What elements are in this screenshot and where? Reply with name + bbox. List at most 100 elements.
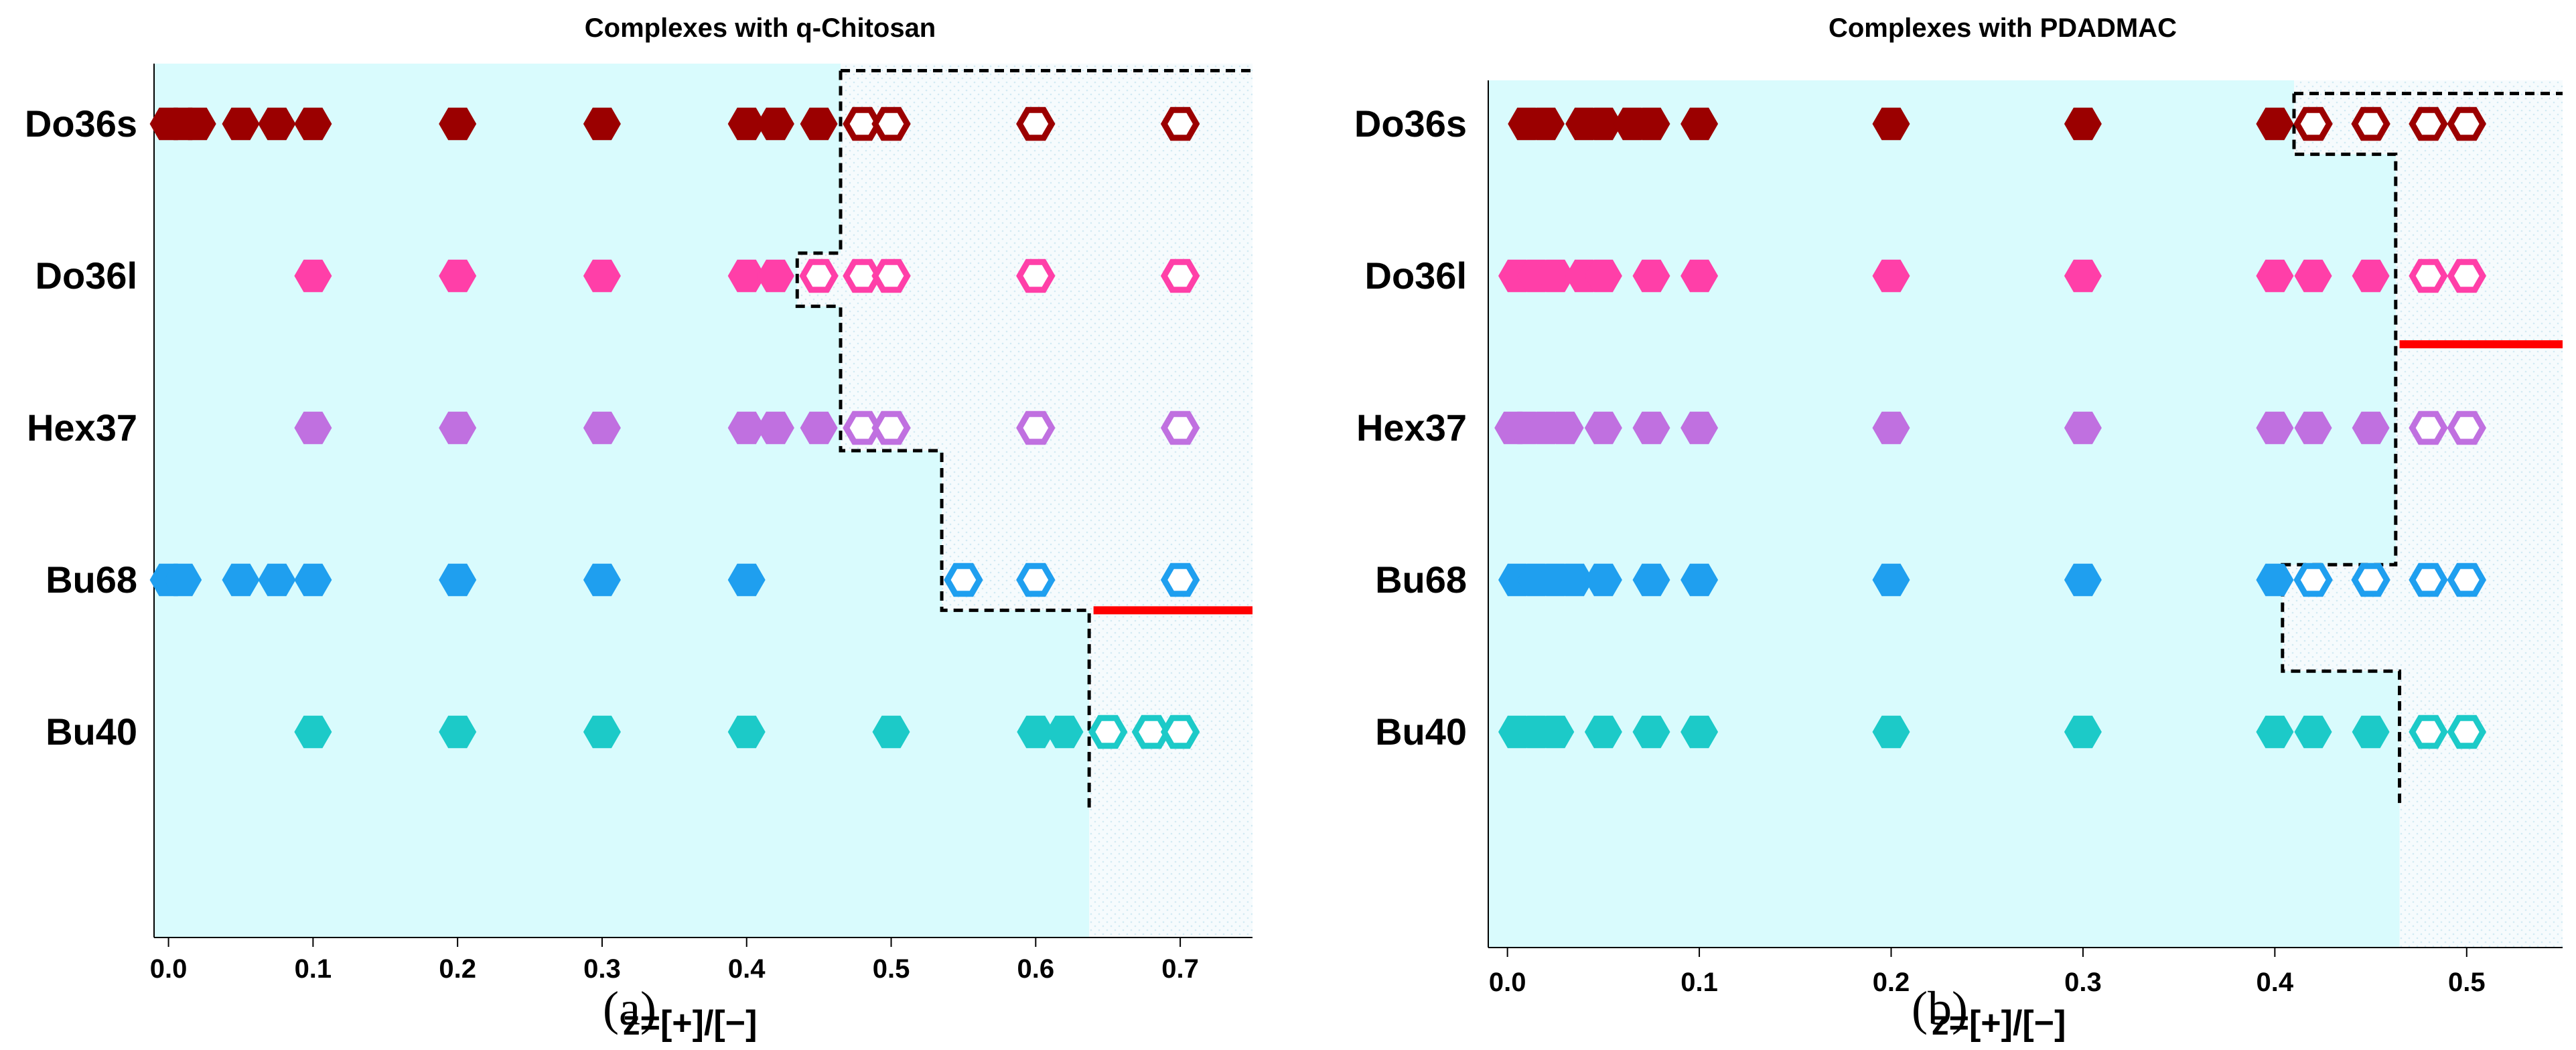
boundary-dashed-line (2281, 93, 2402, 808)
x-tick-label: 0.4 (728, 954, 766, 984)
panel-b-chart: 0.0 0.1 0.2 0.3 0.4 0.5 Do36s Do36l Hex37 Bu68 Bu4… (1354, 13, 2563, 1043)
filled-hexagon-point (439, 259, 477, 293)
open-hexagon-point (871, 258, 911, 293)
filled-hexagon-point (2064, 715, 2102, 749)
panel-a-chart: 0.0 0.1 0.2 0.3 0.4 0.5 0.6 0.7 Do36s Do36l Hex37 B… (25, 13, 1253, 1043)
filled-hexagon-point (583, 411, 621, 445)
filled-hexagon-point (1584, 411, 1622, 445)
x-tick-label: 0.2 (439, 954, 476, 984)
filled-hexagon-point (756, 107, 794, 141)
x-tick-label: 0.1 (295, 954, 332, 984)
open-hexagon-point (2447, 258, 2486, 293)
open-hexagon-point (2447, 106, 2486, 141)
filled-hexagon-point (2294, 259, 2332, 293)
x-tick-label: 0.4 (2257, 968, 2294, 997)
open-hexagon-point (1160, 106, 1200, 141)
filled-hexagon-point (439, 715, 477, 749)
panel-label: (b) (1912, 982, 1968, 1035)
filled-hexagon-point (2064, 411, 2102, 445)
x-tick-label: 0.1 (1680, 968, 1718, 997)
category-label: Do36s (25, 102, 137, 145)
open-hexagon-point (871, 410, 911, 445)
panel-label: (a) (603, 982, 656, 1035)
open-hexagon-point (1131, 715, 1171, 749)
chart-title: Complexes with q-Chitosan (585, 13, 936, 43)
filled-hexagon-point (756, 411, 794, 445)
open-hexagon-point (1016, 106, 1056, 141)
open-hexagon-point (2409, 106, 2448, 141)
filled-hexagon-point (2256, 107, 2294, 141)
open-hexagon-point (944, 562, 983, 597)
filled-hexagon-point (2294, 715, 2332, 749)
filled-hexagon-point (258, 563, 296, 597)
filled-hexagon-point (164, 563, 202, 597)
filled-hexagon-point (583, 259, 621, 293)
open-hexagon-point (1160, 258, 1200, 293)
filled-hexagon-point (2256, 259, 2294, 293)
category-label: Hex37 (1356, 406, 1467, 449)
filled-hexagon-point (1872, 563, 1910, 597)
open-hexagon-point (2351, 562, 2390, 597)
open-hexagon-point (2351, 106, 2390, 141)
complex-region-fill (1488, 80, 2400, 948)
filled-hexagon-point (2256, 411, 2294, 445)
filled-hexagon-point (1680, 107, 1719, 141)
filled-hexagon-point (222, 563, 260, 597)
filled-hexagon-point (1872, 259, 1910, 293)
x-tick-label: 0.7 (1161, 954, 1199, 984)
filled-hexagon-point (727, 259, 766, 293)
filled-hexagon-point (294, 715, 332, 749)
filled-hexagon-point (727, 715, 766, 749)
filled-hexagon-point (294, 411, 332, 445)
category-label: Bu68 (46, 558, 137, 601)
x-tick-label: 0.3 (2064, 968, 2102, 997)
filled-hexagon-point (2064, 107, 2102, 141)
open-hexagon-point (2409, 562, 2448, 597)
filled-hexagon-point (1546, 411, 1584, 445)
filled-hexagon-point (583, 715, 621, 749)
filled-hexagon-point (439, 107, 477, 141)
complex-region-fill (154, 64, 1090, 937)
filled-hexagon-point (1555, 563, 1593, 597)
x-axis-label: z=[+]/[−] (1932, 1004, 2066, 1043)
open-hexagon-point (2447, 715, 2486, 749)
open-hexagon-point (2293, 106, 2333, 141)
filled-hexagon-point (2064, 563, 2102, 597)
filled-hexagon-point (583, 107, 621, 141)
filled-hexagon-point (1536, 259, 1575, 293)
open-hexagon-point (1016, 258, 1056, 293)
x-tick-label: 0.0 (1489, 968, 1526, 997)
filled-hexagon-point (1526, 107, 1565, 141)
open-hexagon-point (2409, 715, 2448, 749)
x-axis-label: z=[+]/[−] (623, 1004, 758, 1043)
category-label: Bu40 (1375, 710, 1467, 753)
category-label: Hex37 (27, 406, 137, 449)
category-label: Bu68 (1375, 558, 1467, 601)
category-label: Do36l (1365, 254, 1468, 297)
open-hexagon-point (1088, 715, 1128, 749)
open-hexagon-point (1016, 562, 1056, 597)
boundary-dashed-line (795, 70, 1091, 808)
filled-hexagon-point (258, 107, 296, 141)
filled-hexagon-point (2256, 715, 2294, 749)
open-hexagon-point (1160, 562, 1200, 597)
filled-hexagon-point (727, 107, 766, 141)
open-hexagon-point (2293, 562, 2333, 597)
filled-hexagon-point (1632, 715, 1670, 749)
filled-hexagon-point (727, 563, 766, 597)
filled-hexagon-point (1632, 107, 1670, 141)
filled-hexagon-point (294, 259, 332, 293)
open-hexagon-point (1160, 410, 1200, 445)
filled-hexagon-point (2256, 563, 2294, 597)
x-tick-label: 0.5 (2448, 968, 2486, 997)
open-hexagon-point (871, 106, 911, 141)
filled-hexagon-point (1680, 259, 1719, 293)
filled-hexagon-point (1680, 411, 1719, 445)
x-tick-label: 0.0 (150, 954, 188, 984)
filled-hexagon-point (1584, 563, 1622, 597)
open-hexagon-point (2447, 410, 2486, 445)
filled-hexagon-point (2294, 411, 2332, 445)
filled-hexagon-point (1536, 715, 1575, 749)
x-tick-label: 0.5 (873, 954, 910, 984)
